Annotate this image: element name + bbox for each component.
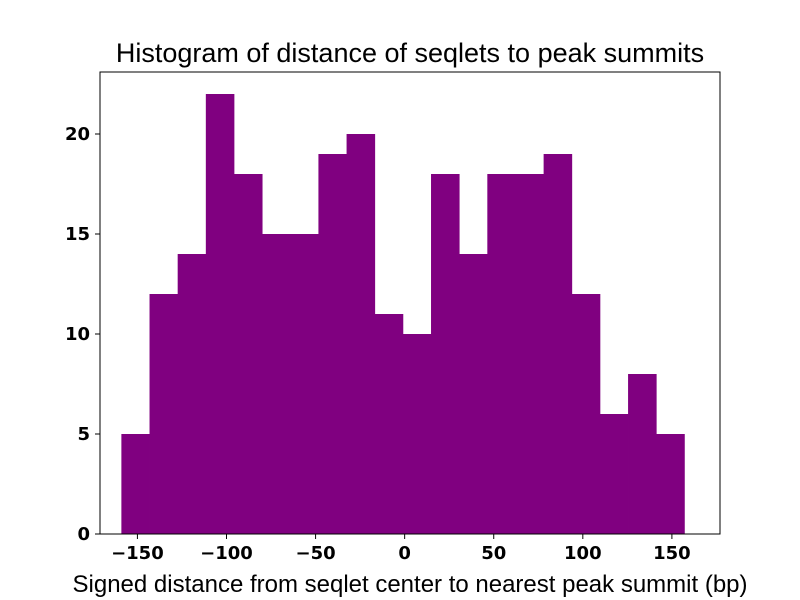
plot-area-frame	[99, 71, 721, 535]
y-tick-label: 15	[65, 224, 90, 245]
x-tick-label: −150	[111, 543, 164, 564]
histogram-bar	[515, 174, 545, 534]
histogram-bar	[374, 314, 404, 534]
histogram-bar	[402, 334, 432, 534]
histogram-bar	[149, 294, 179, 534]
chart-title: Histogram of distance of seqlets to peak…	[116, 38, 704, 68]
histogram-bar	[599, 414, 629, 534]
y-tick-label: 5	[77, 424, 90, 445]
x-axis-label: Signed distance from seqlet center to ne…	[73, 571, 748, 598]
x-tick-label: 50	[481, 543, 506, 564]
histogram-bar	[459, 254, 488, 534]
bars-group	[121, 94, 685, 534]
histogram-bar	[177, 254, 207, 534]
histogram-bar	[346, 134, 376, 534]
y-tick-label: 20	[65, 124, 90, 145]
histogram-bar	[121, 434, 150, 534]
histogram-bar	[656, 434, 685, 534]
histogram-bar	[233, 174, 263, 534]
histogram-bar	[628, 374, 657, 534]
x-tick-label: 150	[653, 543, 691, 564]
histogram-bar	[290, 234, 319, 534]
x-axis-ticks: −150 −100 −50 0 50 100 150	[111, 534, 691, 564]
histogram-bar	[262, 234, 291, 534]
histogram-bar	[543, 154, 573, 534]
y-axis-ticks: 0 5 10 15 20	[65, 124, 100, 545]
histogram-bar	[487, 174, 516, 534]
x-tick-label: 0	[398, 543, 411, 564]
histogram-bar	[431, 174, 460, 534]
x-tick-label: −100	[200, 543, 253, 564]
histogram-bar	[205, 94, 235, 534]
x-tick-label: −50	[296, 543, 336, 564]
x-tick-label: 100	[564, 543, 602, 564]
y-tick-label: 10	[65, 324, 90, 345]
histogram-bar	[571, 294, 601, 534]
histogram-bar	[318, 154, 347, 534]
y-tick-label: 0	[77, 524, 90, 545]
